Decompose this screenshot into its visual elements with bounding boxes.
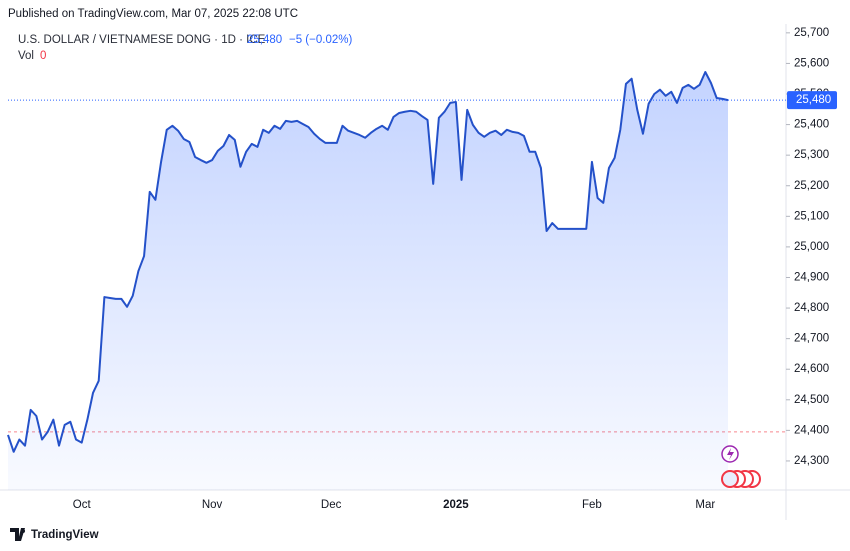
y-tick-label: 24,600: [794, 363, 829, 375]
change: −5 (−0.02%): [289, 34, 352, 46]
published-note: Published on TradingView.com, Mar 07, 20…: [8, 8, 298, 20]
brand: TradingView: [31, 529, 99, 541]
plot: [7, 70, 786, 490]
x-tick-label: Oct: [73, 499, 92, 511]
y-tick-label: 25,200: [794, 180, 829, 192]
y-tick-label: 25,600: [794, 57, 829, 69]
area-fill: [8, 71, 728, 490]
event-icons[interactable]: [721, 445, 761, 488]
y-tick-label: 25,400: [794, 119, 829, 131]
event-bolt: [727, 448, 734, 460]
x-tick-label: Mar: [695, 499, 715, 511]
price-line: [7, 70, 729, 453]
y-tick-label: 24,500: [794, 394, 829, 406]
logo-dot: [21, 529, 25, 533]
volume-label: Vol: [18, 50, 34, 62]
y-tick-label: 24,400: [794, 424, 829, 436]
x-tick-label: Nov: [202, 499, 223, 511]
y-tick-label: 25,100: [794, 210, 829, 222]
volume: 0: [40, 50, 46, 62]
last-value: 25,480: [247, 34, 282, 46]
y-tick-label: 25,000: [794, 241, 829, 253]
brand-logo[interactable]: TradingView: [10, 528, 99, 541]
x-tick-label: Feb: [582, 499, 602, 511]
symbol: U.S. DOLLAR / VIETNAMESE DONG · 1D · ICE: [18, 34, 266, 46]
last-price-tag: [787, 91, 837, 110]
last-price-label: 25,480: [796, 94, 831, 106]
y-tick-label: 25,300: [794, 149, 829, 161]
y-tick-label: 24,800: [794, 302, 829, 314]
event-icon[interactable]: [721, 470, 739, 488]
y-tick-label: 24,700: [794, 333, 829, 345]
y-tick-label: 24,300: [794, 455, 829, 467]
x-tick-label: 2025: [443, 499, 469, 511]
y-tick-label: 25,700: [794, 27, 829, 39]
x-tick-label: Dec: [321, 499, 342, 511]
y-tick-label: 24,900: [794, 272, 829, 284]
